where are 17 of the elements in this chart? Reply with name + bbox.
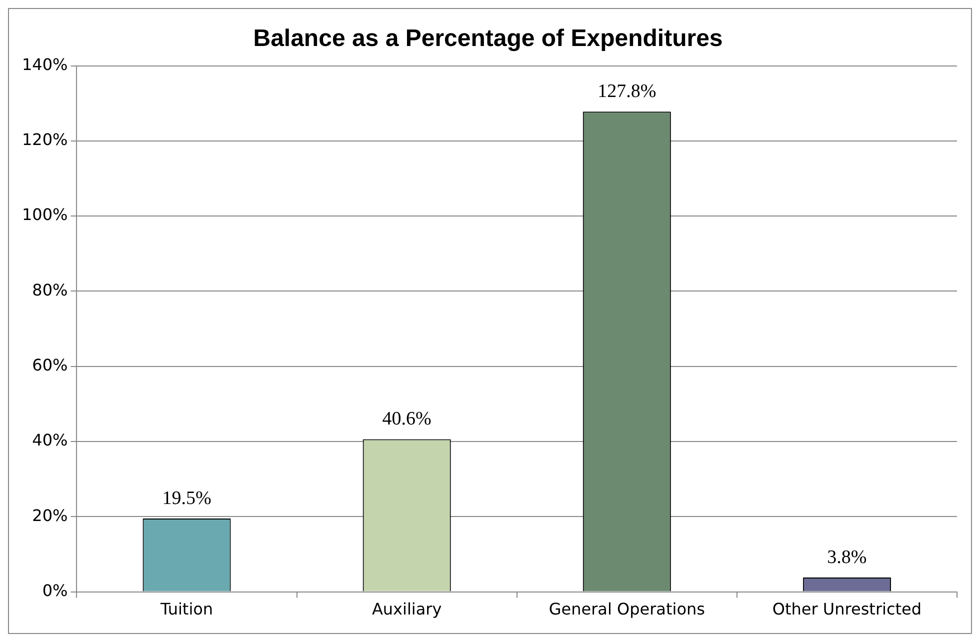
y-tick-label: 120% (22, 130, 68, 150)
y-tick-label: 20% (32, 506, 68, 525)
x-tick-label: General Operations (548, 600, 705, 619)
x-tick-label: Auxiliary (372, 600, 442, 619)
y-tick-label: 40% (32, 430, 68, 450)
chart-title: Balance as a Percentage of Expenditures (253, 25, 723, 52)
data-label: 19.5% (162, 488, 212, 510)
x-tick-label: Other Unrestricted (772, 600, 922, 619)
data-label: 40.6% (382, 408, 432, 430)
x-tick-label: Tuition (159, 600, 214, 619)
data-label: 127.8% (598, 81, 656, 102)
y-tick-label: 80% (32, 280, 68, 300)
y-tick-label: 60% (32, 356, 68, 375)
y-tick-label: 0% (42, 580, 68, 600)
y-tick-label: 140% (22, 54, 68, 74)
y-tick-label: 100% (22, 205, 68, 224)
data-label: 3.8% (827, 547, 867, 568)
